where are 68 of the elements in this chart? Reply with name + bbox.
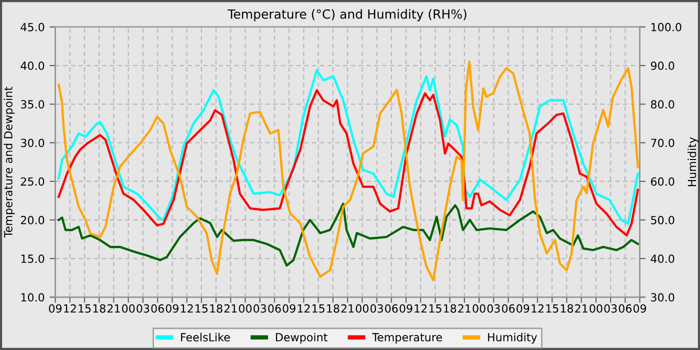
x-tick-label: 09 [400, 304, 412, 313]
y2-tick-label: 50.0 [651, 216, 674, 224]
x-tick-label: 00 [238, 304, 252, 313]
legend-label: Dewpoint [276, 332, 328, 344]
x-tick-label: 18 [210, 304, 222, 313]
x-tick-label: 12 [414, 304, 427, 313]
x-tick-label: 15 [546, 304, 558, 313]
legend-label: Humidity [488, 332, 538, 344]
x-tick-label: 03 [254, 304, 266, 313]
legend-label: Temperature [372, 333, 442, 344]
x-tick-label: 15 [312, 304, 324, 313]
x-tick-label: 06 [151, 304, 164, 313]
y-tick-label: 45.0 [20, 22, 44, 32]
y-tick-label: 30.0 [20, 138, 44, 148]
x-tick-label: 06 [502, 304, 515, 313]
x-tick-label: 12 [64, 304, 76, 313]
x-tick-label: 09 [48, 304, 62, 313]
x-tick-label: 03 [487, 304, 500, 313]
x-tick-label: 21 [224, 304, 237, 313]
x-tick-label: 21 [575, 304, 588, 313]
line-series [58, 69, 639, 225]
x-tick-label: 12 [298, 304, 310, 313]
x-tick-label: 03 [604, 304, 617, 313]
line-series [58, 89, 639, 236]
y2-axis-title: Humidity [688, 137, 698, 186]
y2-tick-label: 60.0 [650, 177, 674, 186]
x-tick-label: 18 [444, 304, 456, 313]
y2-tick-label: 80.0 [650, 100, 674, 109]
x-tick-label: 15 [196, 304, 208, 313]
x-tick-label: 06 [618, 304, 632, 313]
x-tick-label: 00 [122, 304, 135, 313]
x-tick-label: 21 [341, 304, 354, 313]
legend-label: FeelsLike [181, 332, 230, 342]
y2-tick-label: 100.0 [651, 22, 682, 32]
x-tick-label: 09 [282, 304, 296, 313]
line-series [58, 60, 639, 282]
x-tick-label: 15 [429, 304, 442, 313]
y-tick-label: 15.0 [21, 254, 44, 263]
line-series [58, 202, 639, 267]
y2-tick-label: 40.0 [650, 254, 674, 263]
y2-tick-label: 90.0 [650, 62, 674, 70]
x-tick-label: 06 [385, 304, 398, 313]
x-tick-label: 09 [516, 304, 530, 313]
x-tick-label: 12 [180, 304, 193, 313]
y-tick-label: 10.0 [21, 293, 44, 302]
x-tick-label: 18 [93, 304, 106, 313]
x-tick-label: 06 [268, 304, 281, 313]
x-tick-label: 09 [166, 304, 178, 313]
x-tick-label: 00 [356, 304, 368, 313]
chart-title: Temperature (°C) and Humidity (RH%) [228, 9, 466, 22]
x-tick-label: 00 [590, 304, 602, 313]
x-tick-label: 12 [532, 304, 544, 313]
y-tick-label: 35.0 [20, 100, 44, 109]
y2-tick-label: 30.0 [651, 293, 674, 302]
x-tick-label: 21 [107, 304, 120, 313]
x-tick-label: 15 [78, 304, 91, 313]
x-tick-label: 21 [458, 304, 470, 313]
y-tick-label: 20.0 [20, 216, 44, 224]
x-tick-label: 18 [560, 304, 574, 313]
x-tick-label: 00 [472, 304, 486, 313]
x-tick-label: 03 [136, 304, 150, 313]
x-tick-label: 18 [327, 304, 340, 313]
y-axis-title: Temperature and Dewpoint [4, 86, 15, 238]
y2-tick-label: 70.0 [651, 138, 674, 148]
y-tick-label: 40.0 [20, 62, 44, 70]
x-tick-label: 03 [370, 304, 383, 313]
y-tick-label: 25.0 [20, 177, 44, 186]
x-tick-label: 09 [633, 304, 646, 313]
